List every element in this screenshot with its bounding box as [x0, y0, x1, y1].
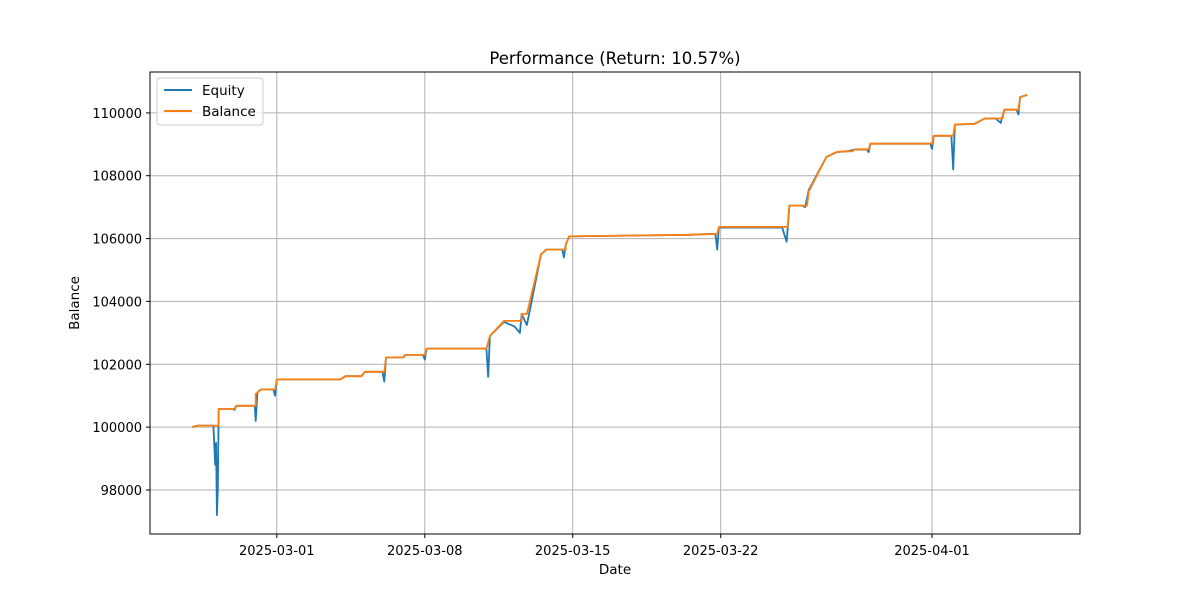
x-tick-label: 2025-03-01	[239, 544, 315, 559]
series-line-balance	[192, 94, 1028, 428]
y-tick-label: 102000	[92, 358, 142, 373]
grid	[150, 72, 1080, 534]
x-tick-label: 2025-03-22	[683, 544, 759, 559]
x-axis: 2025-03-01 2025-03-08 2025-03-15 2025-03-22…	[239, 534, 970, 559]
x-tick-label: 2025-03-15	[535, 544, 611, 559]
y-axis: 98000 100000 102000 104000 106000 108000 11000…	[92, 107, 150, 499]
chart-title: Performance (Return: 10.57%)	[489, 49, 740, 68]
y-tick-label: 100000	[92, 421, 142, 436]
x-axis-label: Date	[599, 562, 631, 578]
plot-lines	[192, 94, 1028, 516]
plot-frame	[149, 71, 1081, 535]
y-tick-label: 98000	[101, 484, 142, 499]
y-tick-label: 110000	[92, 107, 142, 122]
y-tick-label: 104000	[92, 295, 142, 310]
y-axis-label: Balance	[67, 276, 83, 330]
x-tick-label: 2025-04-01	[894, 544, 970, 559]
legend: Equity Balance	[156, 77, 264, 126]
legend-label-balance: Balance	[202, 104, 256, 120]
y-tick-label: 108000	[92, 170, 142, 185]
x-tick-label: 2025-03-08	[387, 544, 463, 559]
y-tick-label: 106000	[92, 233, 142, 248]
legend-label-equity: Equity	[202, 83, 245, 99]
